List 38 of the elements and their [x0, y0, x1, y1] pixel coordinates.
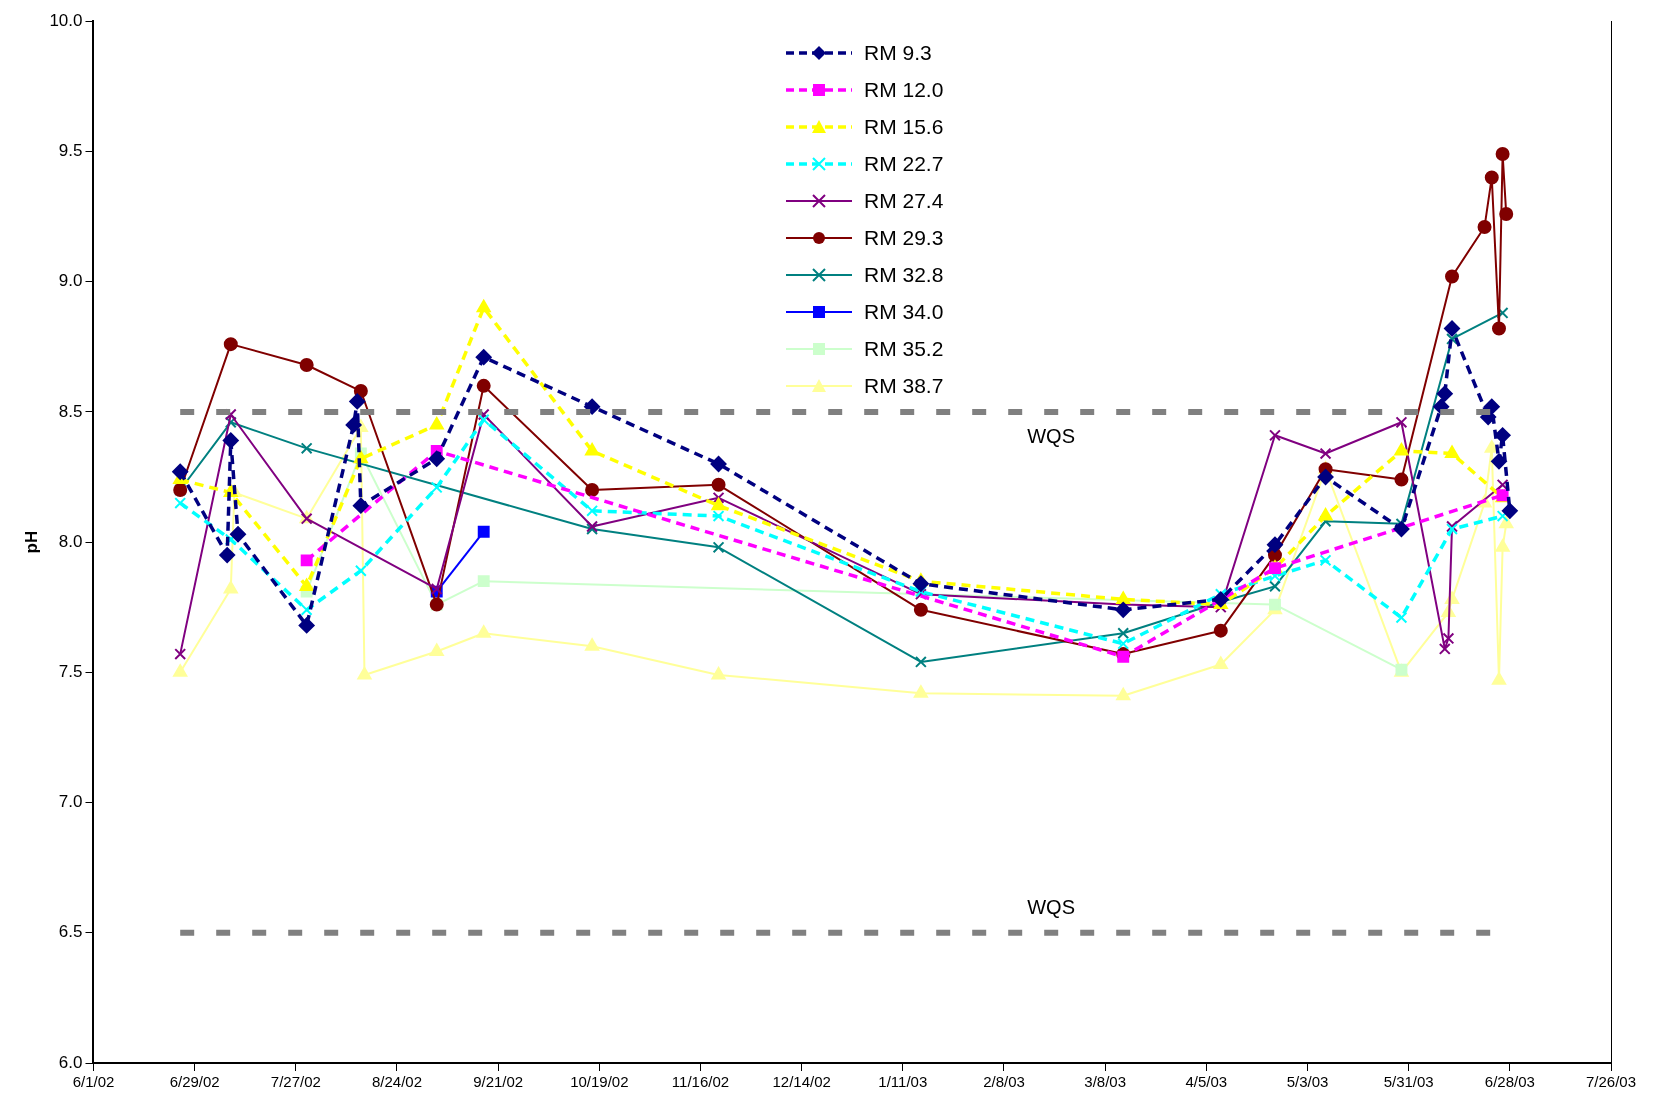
x-tick-label: 7/26/03 [1585, 1073, 1637, 1091]
legend-label: RM 34.0 [864, 299, 944, 324]
y-tick-label: 10.0 [49, 10, 83, 30]
x-tick-label: 7/27/02 [270, 1073, 321, 1091]
y-tick-label: 9.0 [58, 271, 83, 291]
y-tick-label: 6.0 [58, 1052, 83, 1072]
y-tick-label: 9.5 [58, 141, 83, 161]
y-tick-label: 8.5 [58, 401, 83, 421]
x-tick-label: 5/3/03 [1286, 1073, 1329, 1091]
x-tick-label: 6/1/02 [72, 1073, 115, 1091]
x-tick-label: 3/8/03 [1084, 1073, 1127, 1091]
y-tick-label: 7.0 [58, 792, 83, 812]
legend-label: RM 9.3 [864, 40, 932, 65]
ref-line-label: WQS [1027, 425, 1075, 448]
x-tick-label: 2/8/03 [983, 1073, 1025, 1091]
legend-label: RM 27.4 [864, 188, 944, 213]
legend-label: RM 38.7 [864, 373, 944, 398]
legend-label: RM 15.6 [864, 114, 944, 139]
x-tick-label: 4/5/03 [1185, 1073, 1228, 1091]
legend-label: RM 29.3 [864, 225, 944, 250]
x-tick-label: 5/31/03 [1383, 1073, 1434, 1091]
y-tick-label: 7.5 [58, 662, 83, 682]
legend-label: RM 12.0 [864, 77, 944, 102]
x-tick-label: 6/29/02 [169, 1073, 220, 1091]
legend-label: RM 35.2 [864, 336, 944, 361]
x-tick-label: 8/24/02 [371, 1073, 423, 1091]
y-axis-title: pH [21, 530, 41, 554]
legend-label: RM 22.7 [864, 151, 944, 176]
x-tick-label: 9/21/02 [473, 1073, 524, 1091]
x-tick-label: 10/19/02 [570, 1073, 629, 1091]
y-tick-label: 8.0 [58, 531, 83, 551]
y-tick-label: 6.5 [58, 922, 83, 942]
ref-line-label: WQS [1027, 896, 1075, 919]
x-tick-label: 11/16/02 [671, 1073, 730, 1091]
x-tick-label: 6/28/03 [1484, 1073, 1535, 1091]
x-tick-label: 12/14/02 [772, 1073, 831, 1091]
x-tick-label: 1/11/03 [878, 1073, 928, 1091]
legend-label: RM 32.8 [864, 262, 944, 287]
